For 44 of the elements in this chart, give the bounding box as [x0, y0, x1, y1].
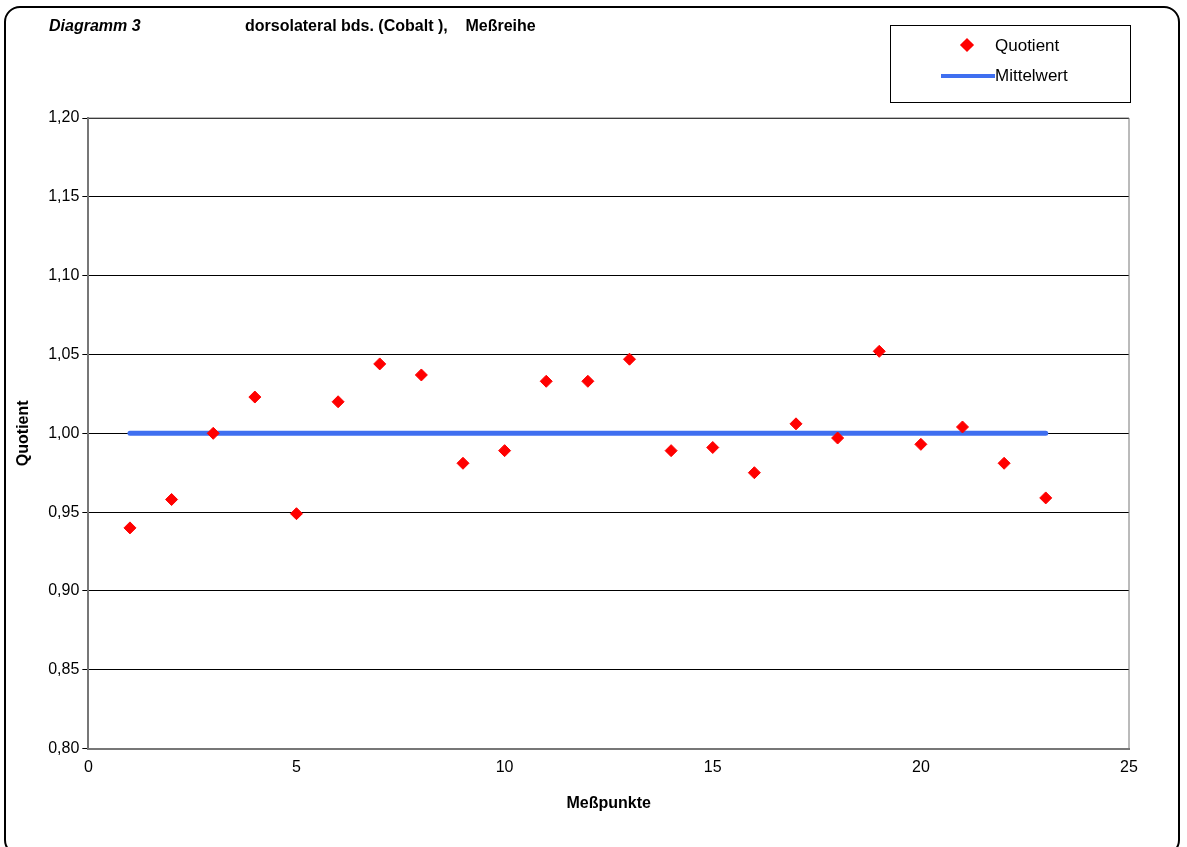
y-axis-title: Quotient [14, 399, 32, 467]
point [289, 507, 303, 521]
point [331, 395, 345, 409]
point [914, 437, 928, 451]
point [414, 368, 428, 382]
chart-title: Diagramm 3 [49, 17, 141, 35]
point [165, 493, 179, 507]
chart-subtitle: dorsolateral bds. (Cobalt ), Meßreihe [245, 17, 536, 35]
point [206, 426, 220, 440]
point [456, 456, 470, 470]
point [248, 390, 262, 404]
x-tick-label: 15 [703, 757, 722, 775]
x-tick-label: 25 [1120, 757, 1138, 775]
point [622, 352, 636, 366]
point [872, 344, 886, 358]
point [373, 357, 387, 371]
x-tick-label: 5 [292, 757, 302, 775]
point [997, 456, 1011, 470]
x-tick-label: 0 [83, 757, 93, 775]
point [664, 444, 678, 458]
y-tick-label: 1,20 [48, 108, 80, 126]
y-tick-label: 1,05 [48, 344, 80, 362]
point [706, 440, 720, 454]
y-tick-label: 1,00 [48, 423, 80, 441]
y-tick-label: 0,85 [48, 660, 80, 678]
legend-label: Quotient [995, 36, 1060, 56]
point [831, 431, 845, 445]
point [1039, 491, 1053, 505]
x-axis-title: Meßpunkte [566, 793, 651, 811]
point [956, 420, 969, 434]
x-tick-label: 20 [911, 757, 930, 775]
point [539, 374, 553, 388]
legend-label: Mittelwert [995, 66, 1068, 86]
point [581, 374, 595, 388]
point [123, 521, 137, 535]
y-tick-label: 0,95 [48, 502, 80, 520]
y-tick-label: 1,10 [48, 266, 80, 284]
point [747, 466, 761, 480]
point [498, 444, 512, 458]
point [789, 417, 803, 431]
y-tick-label: 0,90 [48, 581, 80, 599]
y-tick-label: 0,80 [48, 739, 80, 757]
y-tick-label: 1,15 [48, 187, 80, 205]
x-tick-label: 10 [495, 757, 514, 775]
